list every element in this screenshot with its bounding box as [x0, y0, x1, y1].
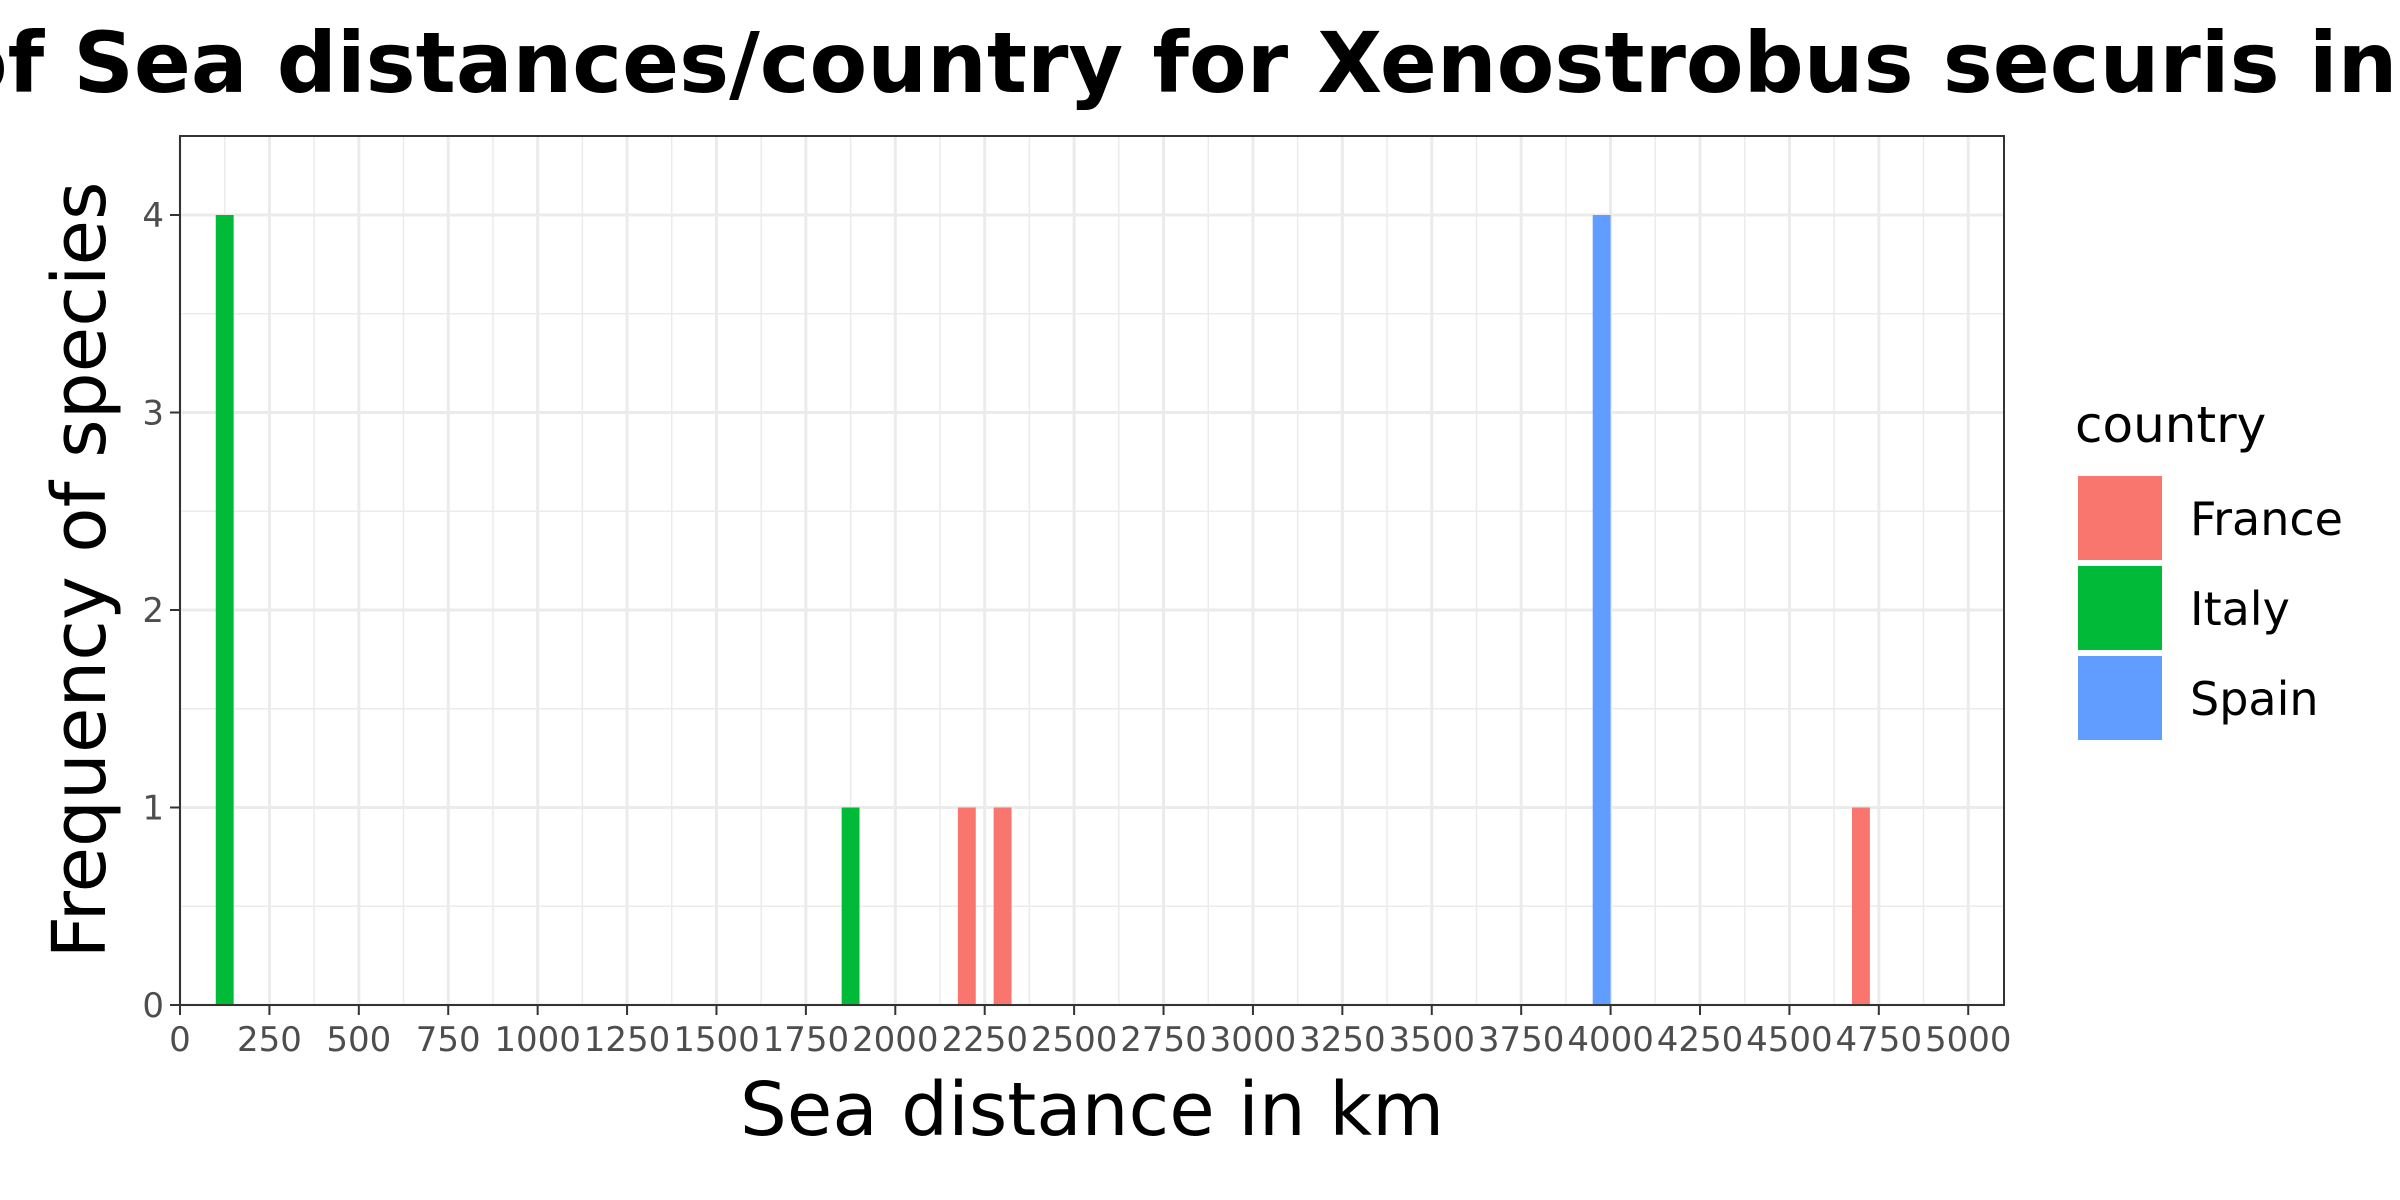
bar-spain	[1592, 215, 1611, 1005]
bar-france	[1852, 807, 1870, 1005]
x-tick-label: 2500	[1031, 1020, 1118, 1060]
legend-swatch-spain	[2078, 656, 2162, 740]
x-tick-label: 4250	[1657, 1020, 1744, 1060]
bar-france	[957, 807, 976, 1005]
y-axis: 0 1 2 3 4	[142, 196, 180, 1026]
legend: country France Italy Spain	[2075, 396, 2343, 740]
x-tick-label: 2000	[852, 1020, 939, 1060]
x-tick-label: 3000	[1210, 1020, 1297, 1060]
x-tick-label: 4750	[1836, 1020, 1923, 1060]
x-axis-title: Sea distance in km	[740, 1067, 1444, 1153]
bar-italy	[841, 807, 860, 1005]
x-tick-label: 1500	[673, 1020, 760, 1060]
bar-italy	[215, 215, 234, 1005]
plot-border	[179, 135, 2005, 1006]
x-tick-label: 2250	[941, 1020, 1028, 1060]
x-tick-label: 500	[326, 1020, 391, 1060]
bar-france	[993, 807, 1012, 1005]
y-tick-label: 2	[142, 591, 164, 631]
y-tick-label: 3	[142, 394, 164, 434]
bars-layer	[215, 215, 1870, 1005]
legend-swatch-italy	[2078, 566, 2162, 650]
y-tick-label: 1	[142, 789, 164, 829]
x-tick-label: 1250	[584, 1020, 671, 1060]
x-tick-label: 3500	[1388, 1020, 1475, 1060]
legend-title: country	[2075, 396, 2266, 454]
x-tick-label: 1000	[494, 1020, 581, 1060]
x-tick-label: 2750	[1120, 1020, 1207, 1060]
x-tick-label: 4500	[1746, 1020, 1833, 1060]
legend-swatch-france	[2078, 476, 2162, 560]
chart-title: Frequencies of Sea distances/country for…	[0, 14, 2400, 112]
x-axis: 0 250 500 750 1000 1250 1500 1750 2000 2250 2500 27…	[169, 1005, 2012, 1060]
y-tick-label: 0	[142, 986, 164, 1026]
legend-label-france: France	[2190, 492, 2343, 546]
x-tick-label: 1750	[763, 1020, 850, 1060]
plot-panel	[180, 136, 2004, 1005]
x-tick-label: 3750	[1478, 1020, 1565, 1060]
x-tick-label: 5000	[1925, 1020, 2012, 1060]
x-tick-label: 750	[416, 1020, 481, 1060]
x-tick-label: 0	[169, 1020, 191, 1060]
y-axis-title: Frequency of species	[37, 181, 123, 958]
y-tick-label: 4	[142, 196, 164, 236]
x-tick-label: 4000	[1567, 1020, 1654, 1060]
legend-label-spain: Spain	[2190, 672, 2319, 726]
legend-label-italy: Italy	[2190, 582, 2290, 636]
x-tick-label: 3250	[1299, 1020, 1386, 1060]
x-tick-label: 250	[237, 1020, 302, 1060]
